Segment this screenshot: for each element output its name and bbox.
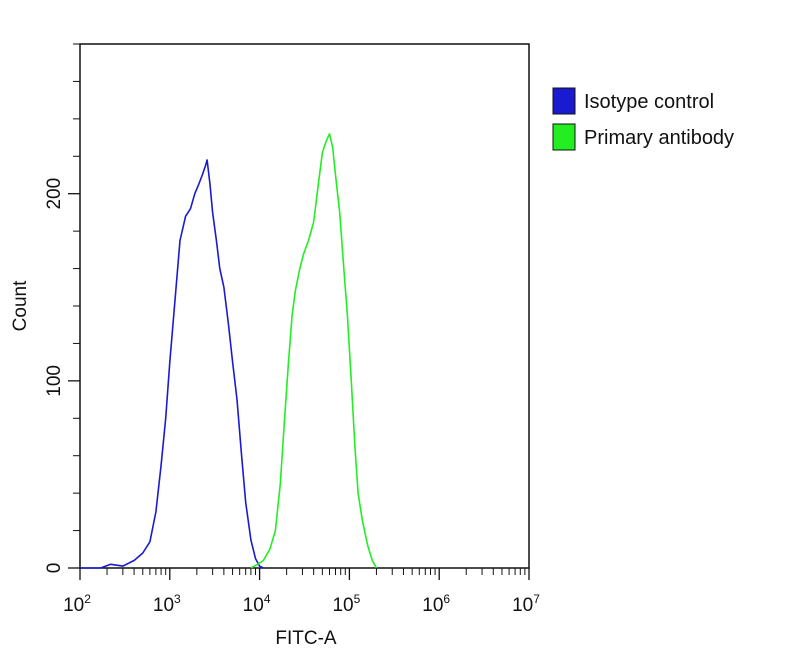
x-tick-base: 10: [243, 595, 264, 616]
x-tick-base: 10: [332, 595, 353, 616]
x-axis-label: FITC-A: [275, 628, 337, 649]
x-tick-exponent: 3: [174, 592, 181, 606]
x-tick-label: 102: [63, 592, 91, 616]
x-tick-label: 107: [512, 592, 540, 616]
legend-swatch-2: [552, 123, 576, 151]
y-axis: 0 100 200: [44, 43, 80, 574]
series-layer: [80, 133, 378, 569]
y-tick-label: 100: [44, 365, 65, 397]
plot-area: [79, 43, 530, 569]
legend-label-2: Primary antibody: [584, 127, 734, 149]
x-tick-exponent: 4: [264, 592, 271, 606]
x-tick-base: 10: [422, 595, 443, 616]
x-tick-exponent: 7: [533, 592, 540, 606]
x-tick-exponent: 5: [354, 592, 361, 606]
legend: Isotype control Primary antibody: [552, 87, 734, 151]
plot-border: [79, 43, 530, 569]
x-tick-base: 10: [63, 595, 84, 616]
x-tick-exponent: 2: [84, 592, 91, 606]
x-tick-label: 105: [332, 592, 360, 616]
legend-swatch-1: [552, 87, 576, 115]
x-tick-label: 104: [243, 592, 271, 616]
y-tick-label: 200: [44, 178, 65, 210]
x-tick-base: 10: [512, 595, 533, 616]
x-tick-label: 106: [422, 592, 450, 616]
y-tick-label: 0: [44, 563, 65, 574]
x-tick-exponent: 6: [443, 592, 450, 606]
legend-label-1: Isotype control: [584, 91, 714, 113]
y-axis-label: Count: [10, 280, 31, 331]
series-line-1: [80, 159, 264, 569]
x-tick-base: 10: [153, 595, 174, 616]
x-tick-label: 103: [153, 592, 181, 616]
series-line-2: [250, 133, 378, 569]
x-axis: 102 103 104 105 106 107: [63, 568, 540, 616]
